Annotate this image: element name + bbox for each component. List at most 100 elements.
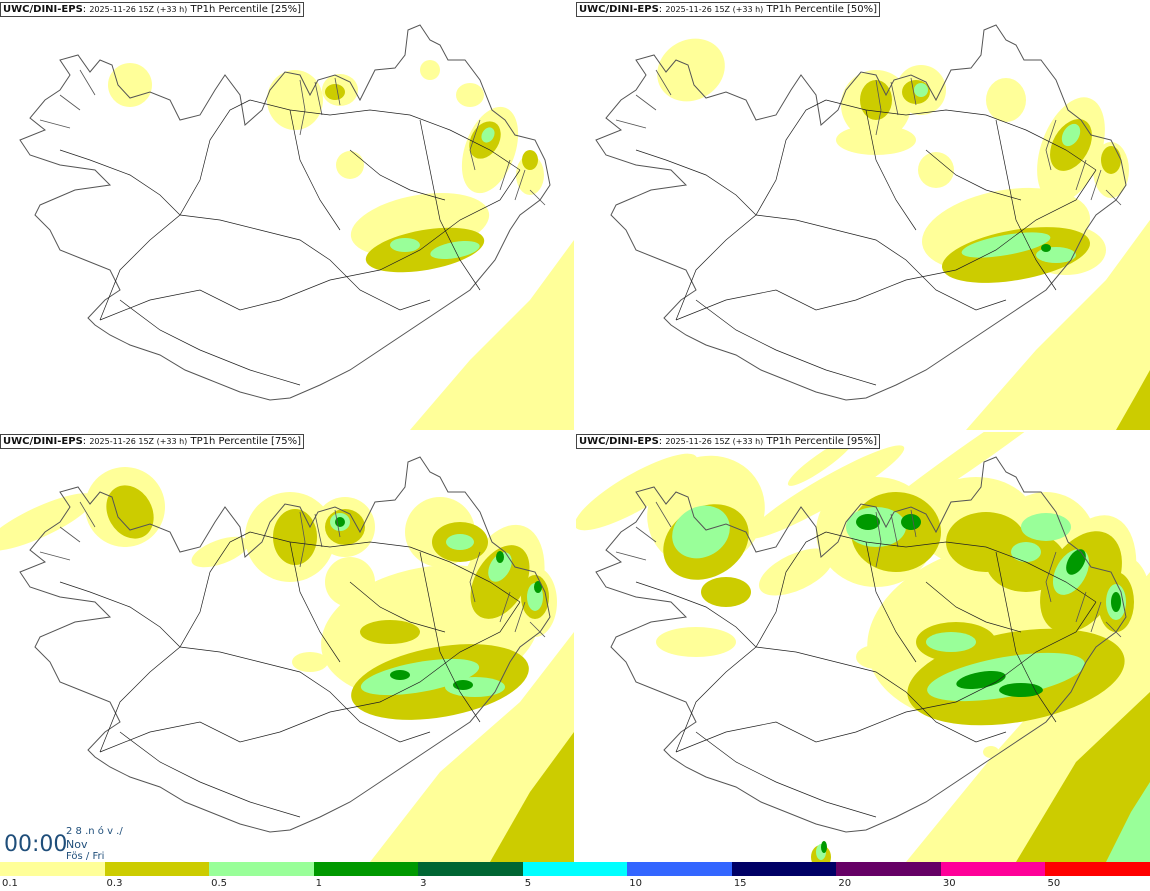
precip-area-0.3 [942,227,1090,283]
fjord-line [1090,601,1102,633]
precip-map [595,24,1150,430]
road-line [349,581,446,633]
precip-area-0.5 [672,505,730,559]
precip-area-1 [856,514,880,530]
iceland-coastline [19,24,551,401]
road-line [675,531,827,753]
legend-tick-label: 0.5 [211,878,227,889]
precip-area-0.1 [267,70,323,130]
iceland-coastline [595,24,1127,401]
fjord-line [875,511,882,568]
legend-tick-label: 3 [420,878,427,889]
legend-swatch [418,862,524,876]
legend-tick-label: 20 [838,878,852,889]
precip-area-1 [1066,549,1086,575]
road-line [635,581,757,648]
iceland-coastline [595,456,1127,833]
fjord-line [635,526,657,543]
fjord-line [1045,551,1057,603]
road-line [179,646,431,743]
precip-area-0.5 [1021,513,1071,541]
fjord-line [1105,189,1122,206]
road-line [755,646,1007,743]
precip-area-1 [901,514,921,530]
road-line [675,99,827,321]
fjord-line [615,551,647,561]
fjord-line [79,501,96,528]
precip-area-0.5 [488,552,512,582]
fjord-line [39,551,71,561]
fjord-line [890,513,899,548]
precip-area-0.1 [336,151,364,179]
panel-title: UWC/DINI-EPS: 2025-11-26 15Z (+33 h) TP1… [576,434,881,449]
road-line [695,731,877,818]
road-line [865,541,917,663]
legend-swatch [731,862,838,876]
fjord-line [655,501,672,528]
legend-swatch [313,862,420,876]
fjord-line [529,621,546,638]
precip-area-0.5 [446,534,474,550]
precip-map [576,432,1150,862]
precip-map [0,456,574,862]
precip-area-1 [534,581,542,593]
road-line [249,531,521,603]
fjord-line [615,119,647,129]
precip-area-1 [821,841,827,853]
legend-tick-label: 0.3 [106,878,123,889]
road-line [119,299,301,386]
road-line [675,601,1097,753]
road-line [59,149,181,216]
road-line [289,541,341,663]
precip-area-0.1 [456,83,484,107]
road-line [825,99,1097,171]
valid-time: 00:00 [4,832,68,857]
fjord-line [635,94,657,111]
precip-area-1 [496,551,504,563]
fjord-line [1045,119,1057,171]
precip-area-0.5 [1061,123,1081,147]
precip-area-0.5 [360,658,480,696]
map-panel-p50: UWC/DINI-EPS: 2025-11-26 15Z (+33 h) TP1… [576,0,1150,430]
precip-area-0.1 [747,445,905,539]
precip-area-0.5 [927,652,1085,702]
road-line [675,169,1097,321]
fjord-line [514,601,526,633]
fjord-line [1105,621,1122,638]
fjord-line [469,551,481,603]
road-line [349,149,446,201]
road-line [825,531,1097,603]
precip-area-0.5 [390,238,420,252]
fjord-line [499,159,511,191]
legend-swatch [522,862,629,876]
offshore-precip-band [966,220,1150,430]
offshore-precip-band [1116,370,1150,430]
road-line [59,581,181,648]
precip-area-0.3 [522,150,538,170]
panel-title: UWC/DINI-EPS: 2025-11-26 15Z (+33 h) TP1… [0,434,305,449]
precip-area-1 [390,670,410,680]
fjord-line [59,526,81,543]
precip-area-1 [1041,244,1051,252]
precip-area-0.1 [108,63,152,107]
road-line [179,214,431,311]
road-line [695,299,877,386]
road-line [99,531,251,753]
iceland-coastline [19,456,551,833]
fjord-line [910,509,917,538]
precip-area-0.1 [516,155,544,195]
road-line [99,169,521,321]
legend-swatch [104,862,211,876]
fjord-line [910,77,917,106]
legend-tick-label: 50 [1047,878,1061,889]
valid-date: 2 8 .n ó v ./ [66,826,123,837]
precip-area-0.1 [758,548,834,596]
legend-swatch [1045,862,1150,876]
fjord-line [514,169,526,201]
precip-area-0.1 [420,60,440,80]
fjord-line [655,69,672,96]
road-line [755,214,1007,311]
road-line [925,149,1022,201]
precip-area-0.3 [106,485,154,539]
fjord-line [79,69,96,96]
